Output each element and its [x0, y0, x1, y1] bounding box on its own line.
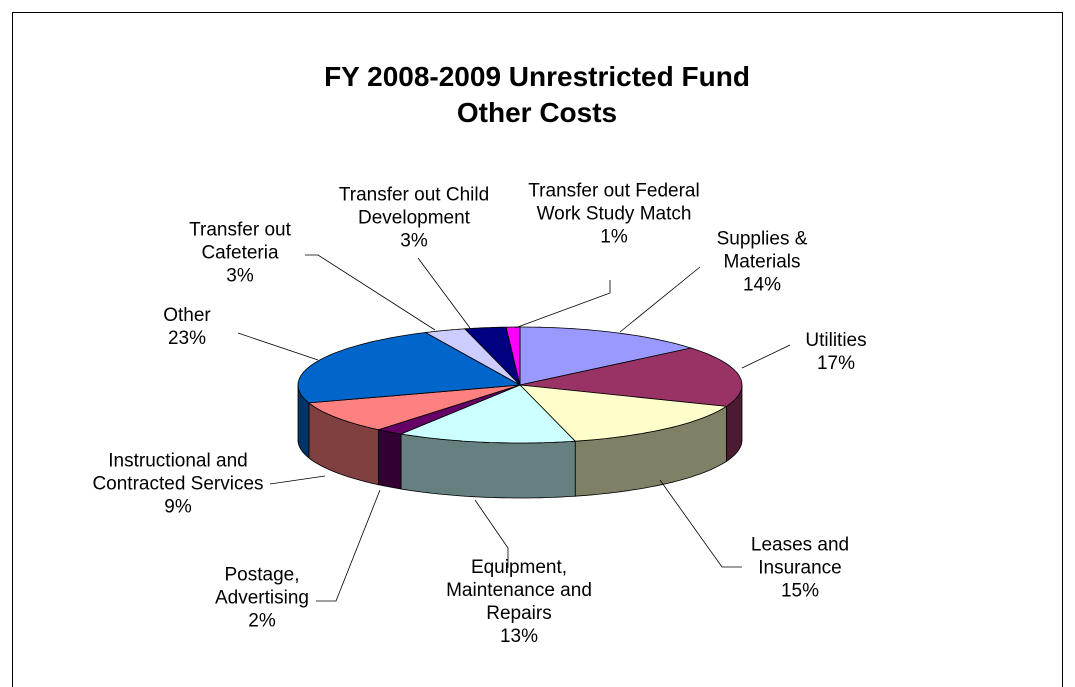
frame	[12, 12, 1063, 687]
leader-line	[237, 332, 319, 361]
category-name: Transfer out Cafeteria	[189, 219, 291, 264]
slice	[519, 347, 743, 407]
category-name: Transfer out Child Development	[338, 184, 490, 229]
slice-label: Postage, Advertising 2%	[207, 564, 317, 633]
slice-label: Transfer out Federal Work Study Match 1%	[525, 180, 703, 249]
slice-side	[378, 429, 402, 490]
category-name: Utilities	[805, 330, 867, 351]
category-name: Equipment, Maintenance and Repairs	[446, 557, 592, 624]
category-name: Postage, Advertising	[215, 564, 309, 609]
leader-line	[305, 254, 436, 331]
leader-line	[474, 499, 509, 568]
value-label: 13%	[499, 626, 539, 647]
leader-line	[619, 266, 701, 333]
value-label: 3%	[400, 230, 428, 252]
slice	[424, 328, 521, 386]
category-name: Instructional and Contracted Services	[92, 450, 264, 495]
slice	[519, 326, 692, 386]
leader-line	[741, 344, 791, 369]
value-label: 2%	[248, 610, 276, 632]
slice-side	[400, 433, 576, 499]
category-name: Supplies & Materials	[716, 228, 808, 273]
category-name: Leases and Insurance	[750, 534, 850, 579]
slice-label: Transfer out Child Development 3%	[325, 184, 503, 253]
value-label: 14%	[742, 274, 782, 296]
slice	[378, 384, 521, 435]
slice-label: Leases and Insurance 15%	[735, 534, 865, 603]
value-label: 15%	[780, 580, 820, 602]
slice	[518, 384, 728, 442]
slice-label: Utilities 17%	[786, 329, 886, 375]
leader-line	[659, 479, 742, 568]
slice	[463, 326, 521, 387]
slice	[307, 384, 521, 431]
category-name: Other	[163, 305, 211, 326]
slice-label: Equipment, Maintenance and Repairs 13%	[419, 556, 619, 648]
slice-label: Supplies & Materials 14%	[702, 228, 822, 297]
value-label: 1%	[600, 226, 628, 248]
slice-label: Instructional and Contracted Services 9%	[78, 450, 278, 519]
leader-line	[417, 257, 471, 329]
value-label: 3%	[226, 265, 254, 287]
chart-title: FY 2008-2009 Unrestricted Fund Other Cos…	[324, 61, 750, 128]
slice	[399, 384, 577, 444]
leader-line	[269, 475, 326, 485]
category-name: Transfer out Federal Work Study Match	[528, 180, 700, 225]
leader-line	[514, 280, 611, 329]
slice-label: Transfer out Cafeteria 3%	[175, 219, 305, 288]
slice	[297, 332, 522, 404]
slice-label: Other 23%	[147, 304, 227, 350]
value-label: 9%	[164, 496, 192, 518]
leader-line	[316, 489, 381, 602]
value-label: 23%	[167, 328, 207, 349]
value-label: 17%	[816, 353, 856, 374]
